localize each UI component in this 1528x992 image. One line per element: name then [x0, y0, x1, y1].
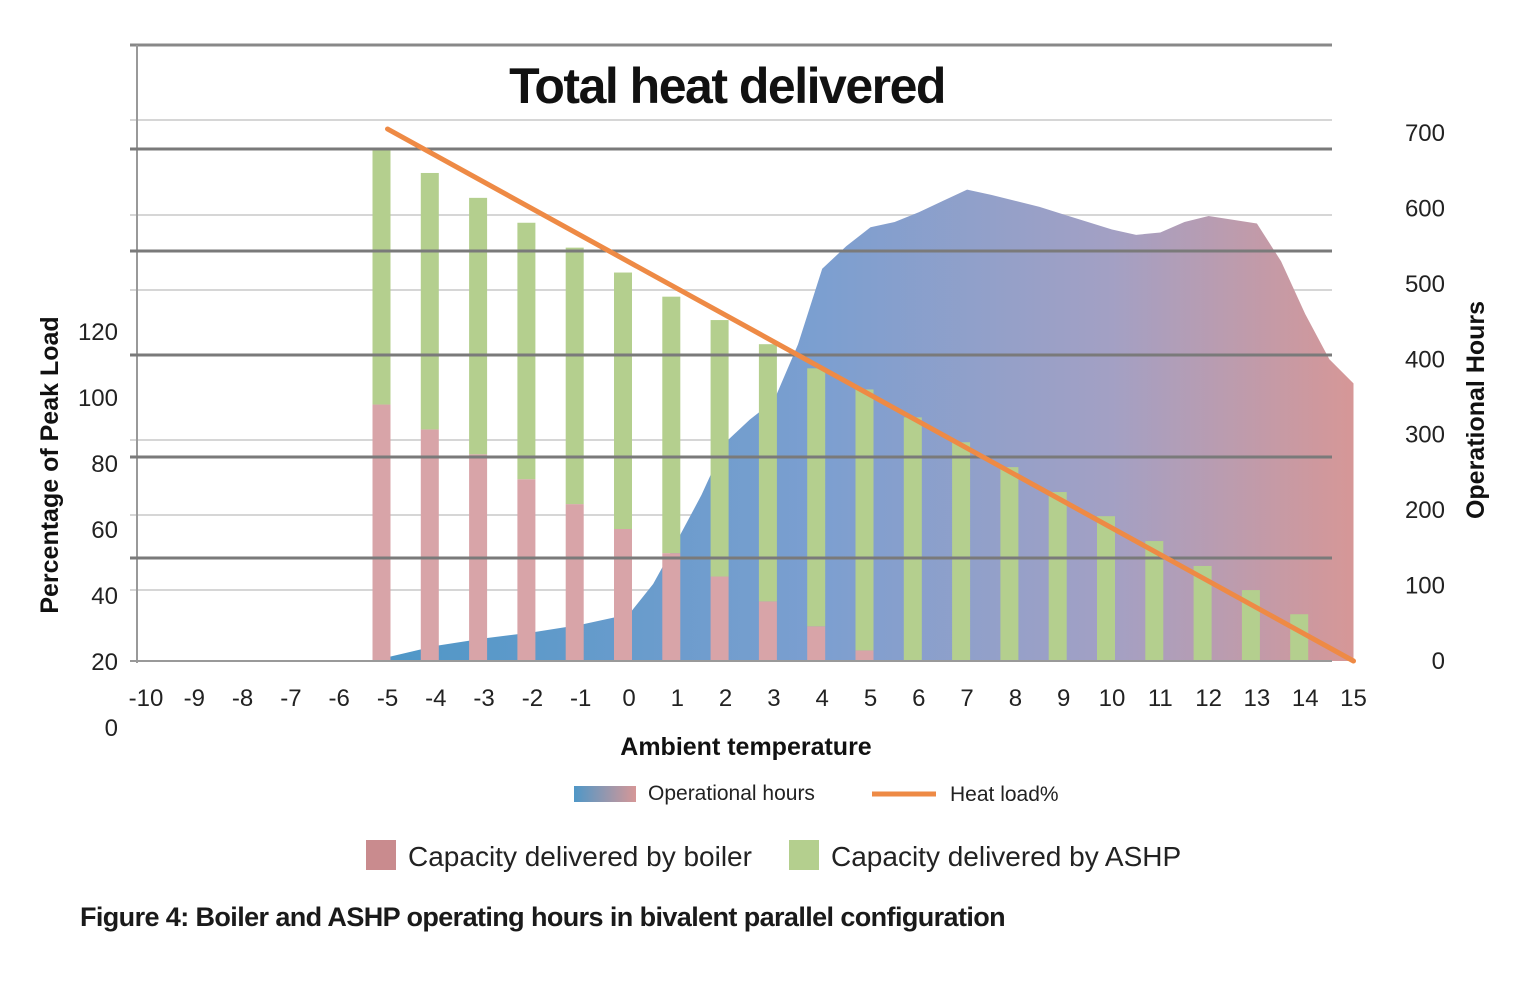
x-tick-label: -4	[425, 685, 446, 712]
ashp-bar	[855, 389, 874, 651]
y-tick-label: 100	[78, 385, 118, 412]
ashp-bar	[903, 417, 922, 661]
x-tick-label: -8	[232, 685, 253, 712]
boiler-bar	[565, 504, 584, 661]
y2-tick-label: 100	[1405, 573, 1445, 600]
x-tick-label: 8	[1009, 685, 1022, 712]
ashp-bar	[420, 172, 439, 430]
x-tick-label: 3	[767, 685, 780, 712]
heat-load-line	[385, 126, 1356, 664]
x-tick-label: -9	[184, 685, 205, 712]
x-tick-label: -3	[473, 685, 494, 712]
x-tick-label: -5	[377, 685, 398, 712]
legend-label-ashp: Capacity delivered by ASHP	[831, 841, 1181, 872]
x-tick-label: 10	[1099, 685, 1126, 712]
ashp-bar	[1145, 541, 1164, 661]
ashp-bar	[1048, 492, 1067, 661]
x-tick-label: 4	[816, 685, 829, 712]
y2-tick-label: 300	[1405, 422, 1445, 449]
legend-label-boiler: Capacity delivered by boiler	[408, 841, 752, 872]
y-axis-title: Percentage of Peak Load	[36, 316, 64, 613]
ashp-bar	[614, 272, 632, 529]
x-tick-label: -1	[570, 685, 591, 712]
boiler-bar	[855, 650, 874, 661]
x-tick-label: 5	[864, 685, 877, 712]
boiler-bar	[758, 601, 777, 661]
boiler-bar	[807, 626, 826, 661]
ashp-bar	[710, 320, 729, 577]
x-tick-label: -2	[522, 685, 543, 712]
ashp-bar	[372, 148, 391, 405]
y2-tick-label: 600	[1405, 195, 1445, 222]
legend-item-operational-hours: Operational hours	[574, 782, 815, 805]
legend-swatch-ashp	[789, 840, 819, 870]
ashp-bar	[758, 344, 777, 602]
x-tick-label: 15	[1340, 685, 1367, 712]
x-tick-label: -10	[129, 685, 164, 712]
x-tick-label: -7	[280, 685, 301, 712]
y2-tick-label: 400	[1405, 346, 1445, 373]
x-tick-label: 13	[1244, 685, 1271, 712]
ashp-bar	[517, 222, 536, 480]
x-axis-ticks: -10 -9 -8 -7 -6 -5 -4 -3 -2 -1 0 1 2 3 4 5 6 7 8 9 10 11 12 13 1…	[129, 685, 1367, 712]
x-tick-label: 6	[912, 685, 925, 712]
x-tick-label: 1	[671, 685, 684, 712]
legend-item-ashp: Capacity delivered by ASHP	[789, 840, 1181, 872]
legend-swatch-boiler	[366, 840, 396, 870]
boiler-bar	[614, 528, 632, 661]
figure-caption: Figure 4: Boiler and ASHP operating hour…	[80, 902, 1006, 932]
x-tick-label: 2	[719, 685, 732, 712]
ashp-bar	[1097, 516, 1115, 661]
x-tick-label: -6	[329, 685, 350, 712]
heat-load-line-layer	[385, 126, 1356, 664]
y2-tick-label: 0	[1432, 648, 1445, 675]
y-tick-label: 60	[91, 517, 118, 544]
y-tick-label: 0	[105, 715, 118, 742]
y-axis-ticks: 0 20 40 60 80 100 120	[78, 319, 118, 742]
major-grid	[130, 147, 1332, 662]
legend-swatch-operational-hours	[574, 786, 636, 802]
x-tick-label: 0	[622, 685, 635, 712]
ashp-bar	[807, 368, 826, 627]
bars-layer	[372, 148, 1309, 661]
legend-item-heat-load: Heat load%	[872, 783, 1059, 806]
x-axis-title: Ambient temperature	[620, 733, 872, 761]
boiler-bar	[517, 479, 536, 661]
boiler-bar	[710, 576, 729, 661]
ashp-bar	[1193, 565, 1212, 661]
ashp-bar	[662, 296, 681, 554]
y2-tick-label: 200	[1405, 497, 1445, 524]
legend-item-boiler: Capacity delivered by boiler	[366, 840, 752, 872]
x-tick-label: 14	[1292, 685, 1319, 712]
legend: Operational hours Heat load% Capacity de…	[366, 782, 1181, 872]
y-tick-label: 40	[91, 583, 118, 610]
y2-tick-label: 700	[1405, 120, 1445, 147]
ashp-bar	[565, 247, 584, 505]
ashp-bar	[1000, 467, 1019, 661]
y-tick-label: 20	[91, 649, 118, 676]
y-tick-label: 80	[91, 451, 118, 478]
y2-axis-title: Operational Hours	[1462, 301, 1490, 519]
x-tick-label: 7	[960, 685, 973, 712]
x-tick-label: 11	[1148, 685, 1173, 712]
boiler-bar	[662, 553, 681, 661]
y-tick-label: 120	[78, 319, 118, 346]
ashp-bar	[469, 197, 488, 455]
boiler-bar	[420, 429, 439, 661]
legend-label-operational-hours: Operational hours	[648, 782, 815, 805]
x-tick-label: 12	[1195, 685, 1222, 712]
y2-tick-label: 500	[1405, 271, 1445, 298]
boiler-bar	[372, 404, 391, 661]
ashp-bar	[1290, 614, 1309, 661]
chart-title: Total heat delivered	[509, 58, 945, 114]
legend-label-heat-load: Heat load%	[950, 783, 1059, 806]
x-tick-label: 9	[1057, 685, 1070, 712]
y2-axis-ticks: 0 100 200 300 400 500 600 700	[1405, 120, 1445, 675]
ashp-bar	[952, 442, 971, 661]
